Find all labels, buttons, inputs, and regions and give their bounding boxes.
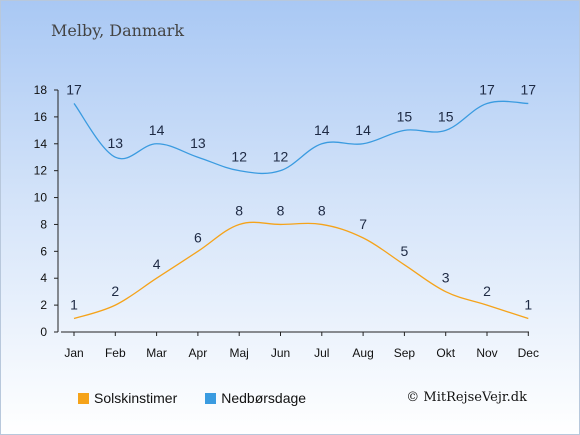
x-tick-label: Mar [146,346,167,360]
x-tick-label: Jan [64,346,83,360]
x-tick-label: Nov [476,346,497,360]
data-label-precipitation: 14 [355,122,371,138]
legend-swatch-precipitation [205,392,217,404]
legend-item-sunshine: Solskinstimer [78,390,177,406]
data-label-sunshine: 1 [70,297,78,313]
data-label-sunshine: 7 [359,216,367,232]
location-title: Melby, Danmark [51,21,185,40]
legend-item-precipitation: Nedbørsdage [205,390,306,406]
data-label-sunshine: 8 [277,202,285,218]
data-label-precipitation: 15 [397,108,413,124]
legend-label-sunshine: Solskinstimer [94,390,178,406]
data-label-precipitation: 14 [149,122,165,138]
data-label-sunshine: 6 [194,229,202,245]
y-tick-label: 10 [34,191,48,205]
data-label-sunshine: 2 [483,283,491,299]
data-label-sunshine: 1 [524,297,532,313]
x-tick-label: Jun [271,346,290,360]
x-tick-label: Sep [394,346,416,360]
data-label-sunshine: 5 [401,243,409,259]
source-credit: © MitRejseVejr.dk [406,390,527,405]
data-label-sunshine: 2 [111,283,119,299]
data-label-precipitation: 17 [66,81,82,97]
data-label-precipitation: 15 [438,108,454,124]
data-label-precipitation: 17 [479,81,495,97]
x-tick-label: Aug [352,346,373,360]
data-label-precipitation: 13 [190,135,206,151]
y-tick-label: 0 [40,325,47,339]
x-tick-label: Feb [105,346,126,360]
y-tick-label: 8 [40,217,47,231]
y-tick-label: 6 [40,244,47,258]
data-label-precipitation: 17 [521,81,537,97]
x-tick-label: Jul [314,346,329,360]
series-line-sunshine [73,221,529,320]
y-tick-label: 16 [34,110,48,124]
legend: Solskinstimer Nedbørsdage [78,390,306,406]
x-tick-label: Okt [436,346,455,360]
y-tick-label: 4 [40,271,47,285]
data-label-precipitation: 14 [314,122,330,138]
y-tick-label: 14 [34,137,48,151]
legend-label-precipitation: Nedbørsdage [221,390,307,406]
y-tick-label: 2 [40,298,47,312]
data-label-precipitation: 12 [273,149,289,165]
data-label-sunshine: 8 [235,202,243,218]
series-line-precipitation [73,100,529,175]
x-tick-label: Maj [230,346,249,360]
data-label-sunshine: 8 [318,202,326,218]
legend-swatch-sunshine [78,392,89,404]
data-label-precipitation: 13 [108,135,124,151]
y-tick-label: 18 [34,83,48,97]
x-tick-label: Apr [189,346,208,360]
data-label-sunshine: 3 [442,270,450,286]
y-tick-label: 12 [34,164,48,178]
x-tick-label: Dec [518,346,539,360]
data-label-precipitation: 12 [231,149,247,165]
data-label-sunshine: 4 [153,256,161,272]
